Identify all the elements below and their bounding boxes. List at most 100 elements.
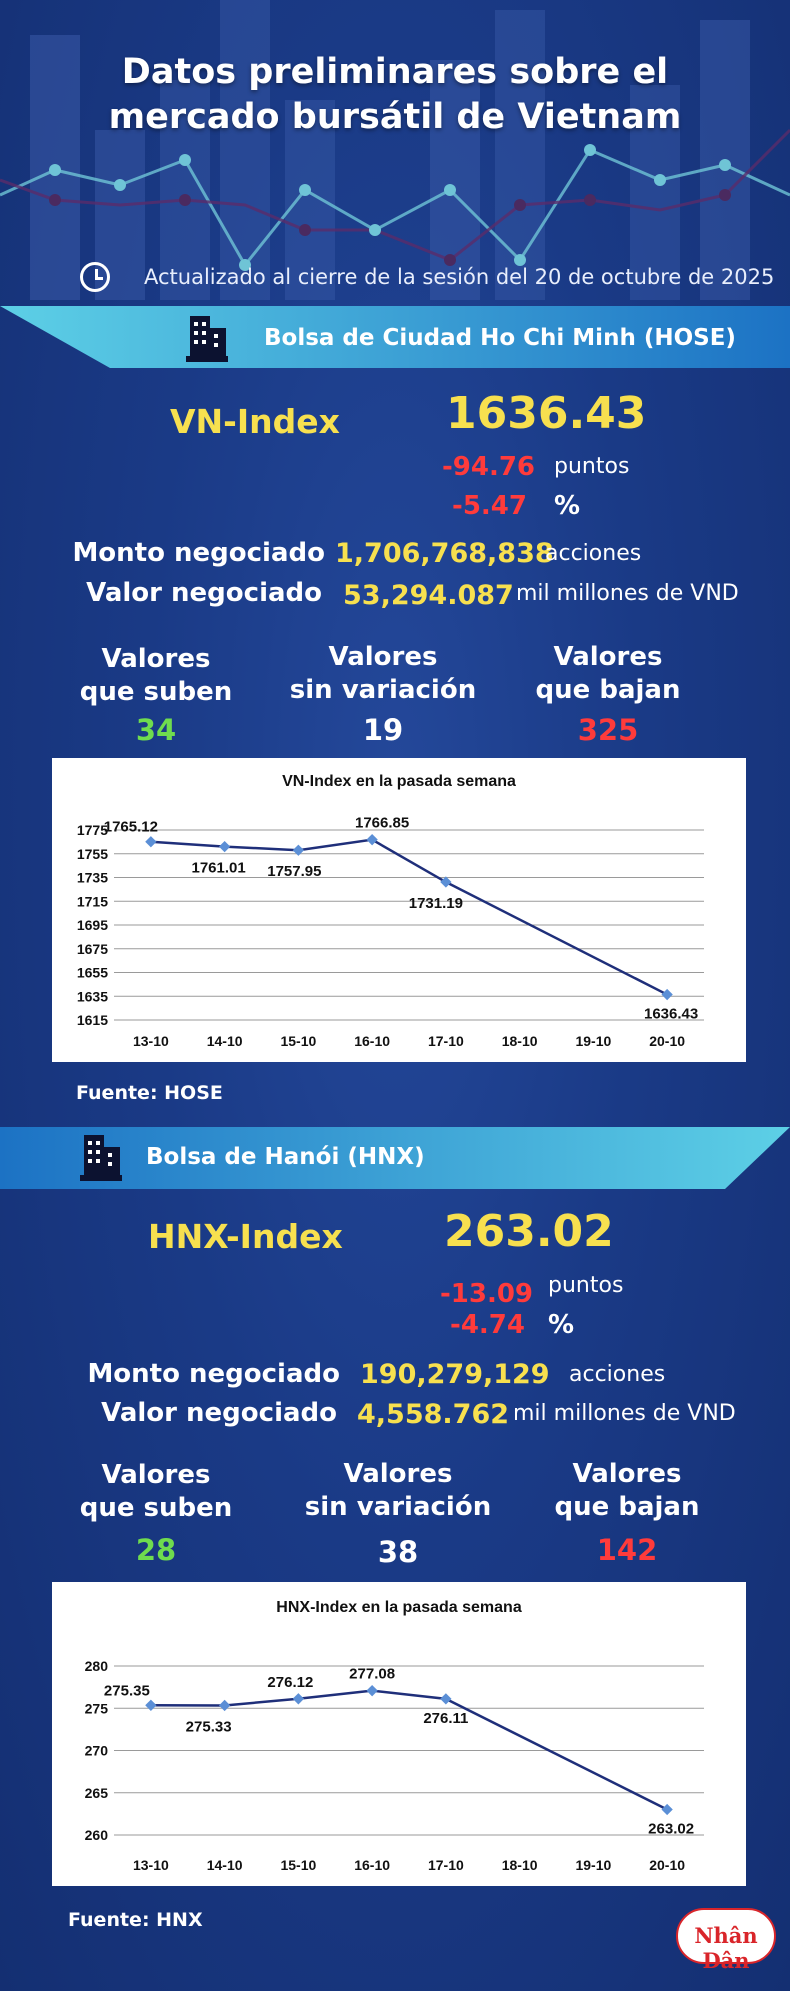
hnx-index-value: 263.02 [444, 1206, 614, 1257]
page-title: Datos preliminares sobre el mercado burs… [0, 50, 790, 140]
title-line-1: Datos preliminares sobre el [121, 52, 669, 92]
hnx-down-value: 142 [596, 1533, 658, 1567]
hnx-volume-label: Monto negociado [87, 1359, 340, 1389]
x-tick-label: 13-10 [133, 1857, 169, 1873]
hnx-index-chart-svg: HNX-Index en la pasada semana 280 275 270 26… [85, 1599, 704, 1873]
data-label: 1761.01 [192, 860, 246, 877]
x-tick-label: 19-10 [575, 1033, 611, 1049]
data-point [366, 834, 378, 846]
hnx-band [0, 1127, 790, 1189]
data-label: 276.11 [423, 1710, 468, 1727]
vn-flat-label: Valores sin variación [289, 642, 477, 705]
x-tick-label: 19-10 [575, 1857, 611, 1873]
y-tick-label: 1655 [77, 965, 108, 981]
data-point [366, 1685, 378, 1697]
y-tick-label: 260 [85, 1827, 109, 1843]
data-point [292, 1693, 305, 1705]
data-point [661, 1803, 673, 1816]
vn-pct-unit: % [554, 491, 581, 521]
hose-source: Fuente: HOSE [76, 1082, 223, 1104]
hnx-pct-unit: % [548, 1310, 575, 1340]
vn-points-unit: puntos [554, 454, 630, 479]
hnx-value-value: 4,558.762 [357, 1399, 510, 1430]
data-label: 1766.85 [355, 815, 409, 832]
y-tick-label: 270 [85, 1743, 109, 1759]
data-label: 1636.43 [644, 1006, 698, 1023]
hnx-volume-unit: acciones [569, 1362, 666, 1387]
data-point [440, 1693, 452, 1705]
logo-text: Nhân Dân [694, 1923, 758, 1973]
y-tick-label: 280 [85, 1658, 109, 1674]
y-tick-label: 1675 [77, 941, 108, 957]
vn-up-label: Valores que suben [79, 644, 233, 707]
series-line [150, 838, 668, 996]
x-tick-label: 16-10 [354, 1857, 390, 1873]
vn-index-chart: VN-Index en la pasada semana 1775 1755 1735… [52, 758, 746, 1062]
y-tick-label: 265 [85, 1785, 109, 1801]
data-label: 276.12 [267, 1674, 313, 1691]
y-tick-label: 1695 [77, 917, 108, 933]
x-tick-label: 16-10 [354, 1033, 390, 1049]
data-label: 1757.95 [267, 863, 321, 880]
hnx-change-points: -13.09 [439, 1279, 533, 1309]
hnx-flat-value: 38 [377, 1535, 419, 1569]
series-line [150, 1689, 668, 1811]
y-tick-label: 275 [85, 1700, 109, 1716]
hnx-up-value: 28 [135, 1533, 177, 1567]
data-point [145, 1699, 157, 1711]
data-point [218, 840, 231, 853]
x-tick-label: 20-10 [649, 1033, 685, 1049]
y-tick-label: 1735 [77, 870, 108, 886]
chart-title: HNX-Index en la pasada semana [276, 1599, 522, 1616]
data-point [145, 836, 157, 848]
building-icon [80, 1135, 122, 1181]
hnx-volume-value: 190,279,129 [360, 1359, 550, 1390]
vn-change-pct: -5.47 [452, 491, 527, 521]
y-tick-label: 1615 [77, 1012, 108, 1028]
vn-flat-value: 19 [362, 713, 404, 747]
vn-down-label: Valores que bajan [535, 642, 681, 705]
hnx-down-label: Valores que bajan [554, 1459, 700, 1522]
x-tick-label: 17-10 [428, 1857, 464, 1873]
hnx-value-label: Valor negociado [101, 1398, 337, 1428]
data-label: 275.33 [186, 1718, 232, 1735]
x-tick-label: 15-10 [280, 1857, 316, 1873]
x-tick-label: 14-10 [207, 1033, 243, 1049]
vn-index-name: VN-Index [170, 402, 340, 441]
x-tick-label: 18-10 [502, 1033, 538, 1049]
hose-band-title: Bolsa de Ciudad Ho Chi Minh (HOSE) [264, 325, 736, 351]
hnx-band-title: Bolsa de Hanói (HNX) [146, 1144, 425, 1170]
data-label: 275.35 [104, 1682, 150, 1699]
nhan-dan-logo[interactable]: Nhân Dân [676, 1908, 776, 1973]
vn-volume-unit: acciones [545, 541, 642, 566]
clock-icon [80, 262, 110, 292]
header-decoration [0, 0, 790, 300]
x-tick-label: 17-10 [428, 1033, 464, 1049]
vn-up-value: 34 [135, 713, 177, 747]
update-text: Actualizado al cierre de la sesión del 2… [144, 265, 775, 289]
hnx-index-name: HNX-Index [148, 1217, 343, 1256]
data-label: 1731.19 [409, 895, 463, 912]
title-line-2: mercado bursátil de Vietnam [108, 97, 682, 137]
vn-volume-value: 1,706,768,838 [335, 538, 554, 569]
x-tick-label: 15-10 [280, 1033, 316, 1049]
vn-change-points: -94.76 [441, 452, 535, 482]
data-point [218, 1699, 231, 1712]
vn-volume-label: Monto negociado [72, 538, 325, 568]
data-label: 263.02 [648, 1820, 694, 1837]
data-point [661, 988, 673, 1001]
y-tick-label: 1635 [77, 988, 108, 1004]
hnx-change-pct: -4.74 [450, 1310, 525, 1340]
hnx-value-unit: mil millones de VND [513, 1401, 736, 1426]
hnx-flat-label: Valores sin variación [304, 1459, 492, 1522]
chart-title: VN-Index en la pasada semana [282, 773, 516, 790]
vn-value-value: 53,294.087 [343, 580, 514, 611]
header-background [0, 0, 790, 300]
x-tick-label: 18-10 [502, 1857, 538, 1873]
hnx-band-shape [0, 1127, 790, 1189]
hnx-index-chart: HNX-Index en la pasada semana 280 275 270 26… [52, 1582, 746, 1886]
vn-value-unit: mil millones de VND [516, 581, 739, 606]
hnx-source: Fuente: HNX [68, 1909, 203, 1931]
building-icon [186, 316, 228, 362]
vn-index-value: 1636.43 [446, 388, 647, 439]
